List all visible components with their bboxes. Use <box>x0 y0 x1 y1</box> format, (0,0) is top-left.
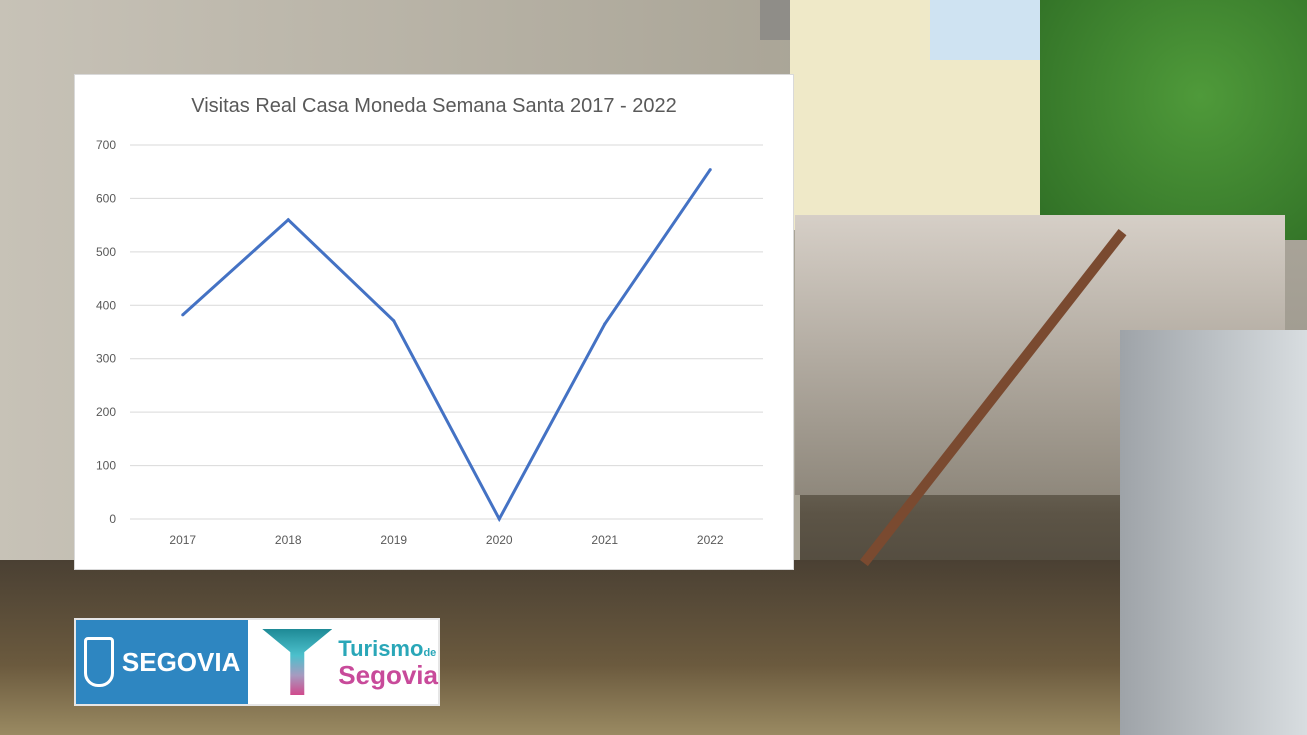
turismo-segovia-logo: Turismode Segovia <box>248 620 438 704</box>
chart-panel: Visitas Real Casa Moneda Semana Santa 20… <box>74 74 794 570</box>
data-point <box>603 322 607 326</box>
y-tick-label: 400 <box>96 298 116 312</box>
y-tick-label: 300 <box>96 352 116 366</box>
logo-banner: SEGOVIA Turismode Segovia <box>74 618 440 706</box>
data-point <box>392 319 396 323</box>
city-logo-text: SEGOVIA <box>121 646 241 677</box>
y-tick-label: 0 <box>109 512 116 526</box>
data-point <box>497 517 501 521</box>
x-tick-label: 2018 <box>275 533 302 547</box>
chart-title: Visitas Real Casa Moneda Semana Santa 20… <box>191 95 677 117</box>
tourism-text: Turismo <box>338 636 424 661</box>
data-point <box>286 218 290 222</box>
segovia-city-logo: SEGOVIA <box>76 620 249 704</box>
x-tick-label: 2022 <box>697 533 724 547</box>
tourism-de-text: de <box>423 647 437 659</box>
y-tick-label: 100 <box>96 459 116 473</box>
background-trees <box>1040 0 1307 240</box>
line-chart: 0 100 200 300 400 500 600 700 2017 2018 2019 2020 20… <box>96 138 763 547</box>
x-tick-label: 2021 <box>591 533 618 547</box>
x-tick-label: 2020 <box>486 533 513 547</box>
aqueduct-icon <box>262 629 333 695</box>
data-point <box>181 313 185 317</box>
y-tick-label: 600 <box>96 191 116 205</box>
x-tick-label: 2017 <box>169 533 196 547</box>
series-line <box>181 168 712 523</box>
background-walkway <box>1120 330 1307 735</box>
tourism-segovia-text: Segovia <box>338 660 438 690</box>
y-tick-label: 700 <box>96 138 116 152</box>
x-tick-label: 2019 <box>380 533 407 547</box>
y-tick-label: 200 <box>96 405 116 419</box>
y-tick-label: 500 <box>96 245 116 259</box>
coat-of-arms-icon <box>83 637 114 687</box>
data-point <box>708 168 712 172</box>
